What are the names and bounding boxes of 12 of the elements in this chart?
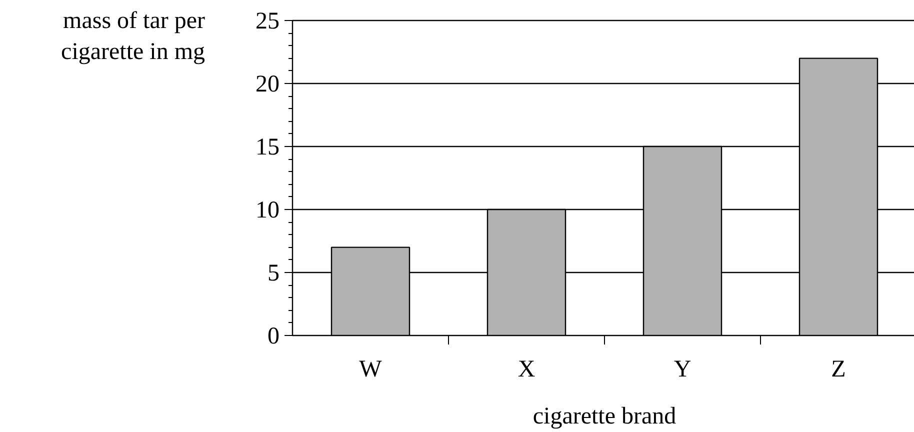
x-tick-label: W <box>359 356 382 382</box>
x-axis-title: cigarette brand <box>532 404 676 430</box>
x-tick-label: X <box>518 356 536 382</box>
x-tick-label: Y <box>674 356 692 382</box>
x-tick-label: Z <box>831 356 846 382</box>
y-tick-label: 25 <box>256 8 280 34</box>
y-tick-label: 20 <box>256 72 280 98</box>
y-axis-title: mass of tar per cigarette in mg <box>61 7 205 68</box>
y-tick-label: 15 <box>256 134 280 160</box>
y-tick-label: 5 <box>268 260 280 286</box>
y-tick-label: 0 <box>268 324 280 350</box>
y-tick-label: 10 <box>256 198 280 224</box>
